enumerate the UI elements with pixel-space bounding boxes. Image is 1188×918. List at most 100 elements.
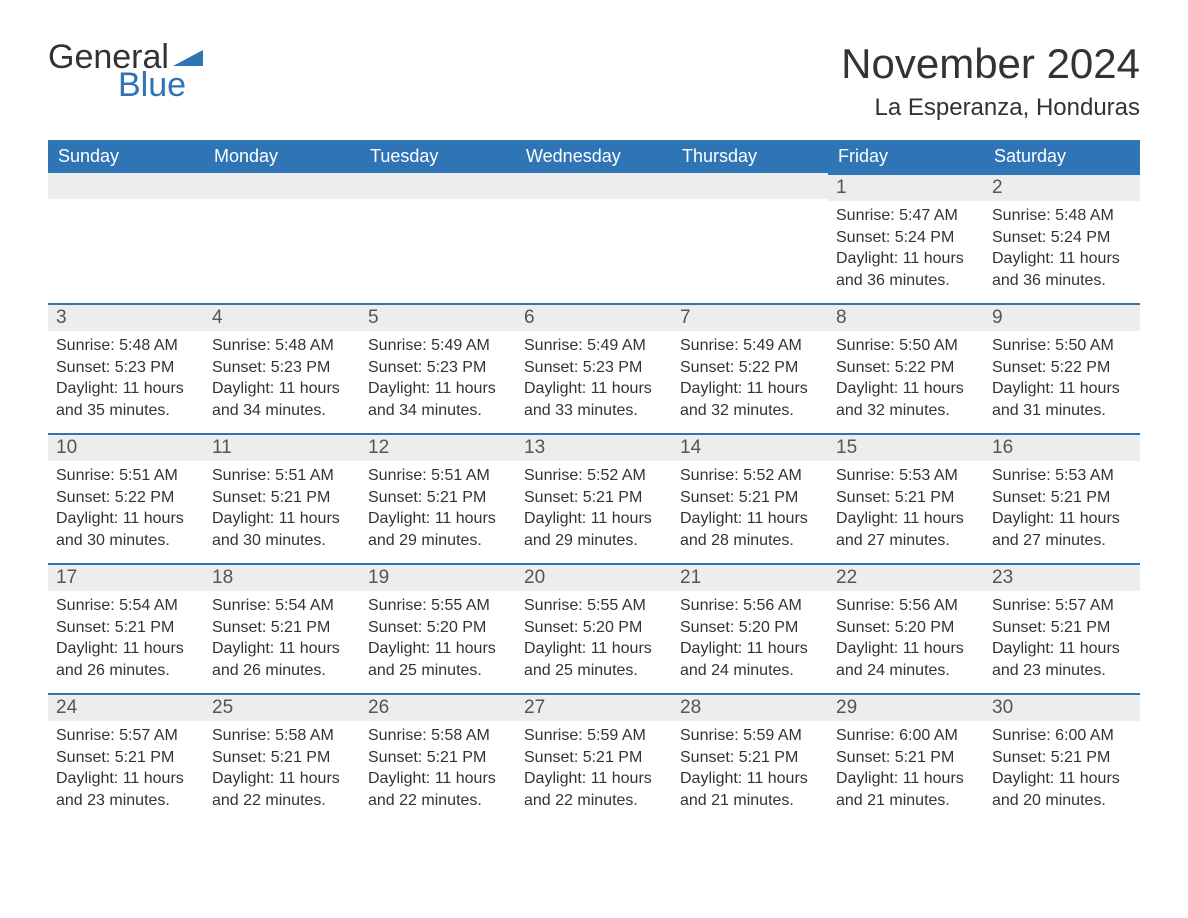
sunset-line: Sunset: 5:21 PM xyxy=(836,487,976,509)
day-number: 22 xyxy=(828,563,984,591)
daylight-line: Daylight: 11 hours and 30 minutes. xyxy=(212,508,352,551)
daylight-line: Daylight: 11 hours and 20 minutes. xyxy=(992,768,1132,811)
title-block: November 2024 La Esperanza, Honduras xyxy=(841,40,1140,122)
calendar-cell: 9Sunrise: 5:50 AMSunset: 5:22 PMDaylight… xyxy=(984,303,1140,433)
calendar-cell: 6Sunrise: 5:49 AMSunset: 5:23 PMDaylight… xyxy=(516,303,672,433)
calendar-cell xyxy=(48,173,204,303)
sunset-line: Sunset: 5:21 PM xyxy=(524,487,664,509)
sunrise-line: Sunrise: 5:55 AM xyxy=(524,595,664,617)
day-number: 7 xyxy=(672,303,828,331)
sunrise-line: Sunrise: 5:48 AM xyxy=(992,205,1132,227)
sunrise-line: Sunrise: 5:48 AM xyxy=(212,335,352,357)
sunrise-line: Sunrise: 5:47 AM xyxy=(836,205,976,227)
sunrise-line: Sunrise: 5:58 AM xyxy=(368,725,508,747)
daylight-line: Daylight: 11 hours and 33 minutes. xyxy=(524,378,664,421)
calendar-cell: 19Sunrise: 5:55 AMSunset: 5:20 PMDayligh… xyxy=(360,563,516,693)
calendar-cell xyxy=(360,173,516,303)
sunset-line: Sunset: 5:21 PM xyxy=(680,487,820,509)
day-details: Sunrise: 5:49 AMSunset: 5:23 PMDaylight:… xyxy=(516,331,672,429)
sunset-line: Sunset: 5:21 PM xyxy=(992,747,1132,769)
weekday-header: Wednesday xyxy=(516,140,672,173)
day-details: Sunrise: 5:50 AMSunset: 5:22 PMDaylight:… xyxy=(984,331,1140,429)
sunrise-line: Sunrise: 5:59 AM xyxy=(680,725,820,747)
sunset-line: Sunset: 5:21 PM xyxy=(212,747,352,769)
calendar-table: Sunday Monday Tuesday Wednesday Thursday… xyxy=(48,140,1140,823)
sunrise-line: Sunrise: 5:54 AM xyxy=(56,595,196,617)
calendar-cell: 11Sunrise: 5:51 AMSunset: 5:21 PMDayligh… xyxy=(204,433,360,563)
sunrise-line: Sunrise: 5:52 AM xyxy=(524,465,664,487)
day-number: 25 xyxy=(204,693,360,721)
day-details: Sunrise: 5:51 AMSunset: 5:21 PMDaylight:… xyxy=(204,461,360,559)
calendar-cell: 12Sunrise: 5:51 AMSunset: 5:21 PMDayligh… xyxy=(360,433,516,563)
brand-text-blue: Blue xyxy=(118,68,203,102)
calendar-cell: 30Sunrise: 6:00 AMSunset: 5:21 PMDayligh… xyxy=(984,693,1140,823)
day-number: 11 xyxy=(204,433,360,461)
calendar-cell: 7Sunrise: 5:49 AMSunset: 5:22 PMDaylight… xyxy=(672,303,828,433)
day-number: 12 xyxy=(360,433,516,461)
day-details: Sunrise: 5:59 AMSunset: 5:21 PMDaylight:… xyxy=(672,721,828,819)
sunset-line: Sunset: 5:23 PM xyxy=(212,357,352,379)
daylight-line: Daylight: 11 hours and 22 minutes. xyxy=(368,768,508,811)
day-details: Sunrise: 5:52 AMSunset: 5:21 PMDaylight:… xyxy=(672,461,828,559)
day-details: Sunrise: 5:56 AMSunset: 5:20 PMDaylight:… xyxy=(672,591,828,689)
sunset-line: Sunset: 5:20 PM xyxy=(524,617,664,639)
daylight-line: Daylight: 11 hours and 30 minutes. xyxy=(56,508,196,551)
daylight-line: Daylight: 11 hours and 32 minutes. xyxy=(836,378,976,421)
sunrise-line: Sunrise: 5:51 AM xyxy=(212,465,352,487)
day-number xyxy=(204,173,360,199)
calendar-cell: 3Sunrise: 5:48 AMSunset: 5:23 PMDaylight… xyxy=(48,303,204,433)
calendar-cell: 29Sunrise: 6:00 AMSunset: 5:21 PMDayligh… xyxy=(828,693,984,823)
day-details: Sunrise: 5:49 AMSunset: 5:22 PMDaylight:… xyxy=(672,331,828,429)
daylight-line: Daylight: 11 hours and 31 minutes. xyxy=(992,378,1132,421)
day-number: 14 xyxy=(672,433,828,461)
sunset-line: Sunset: 5:22 PM xyxy=(680,357,820,379)
day-number: 15 xyxy=(828,433,984,461)
sunset-line: Sunset: 5:24 PM xyxy=(992,227,1132,249)
day-number: 4 xyxy=(204,303,360,331)
calendar-cell: 25Sunrise: 5:58 AMSunset: 5:21 PMDayligh… xyxy=(204,693,360,823)
sunrise-line: Sunrise: 5:59 AM xyxy=(524,725,664,747)
day-details: Sunrise: 5:57 AMSunset: 5:21 PMDaylight:… xyxy=(984,591,1140,689)
calendar-cell: 13Sunrise: 5:52 AMSunset: 5:21 PMDayligh… xyxy=(516,433,672,563)
calendar-cell: 21Sunrise: 5:56 AMSunset: 5:20 PMDayligh… xyxy=(672,563,828,693)
day-number: 2 xyxy=(984,173,1140,201)
daylight-line: Daylight: 11 hours and 25 minutes. xyxy=(524,638,664,681)
day-details: Sunrise: 5:48 AMSunset: 5:23 PMDaylight:… xyxy=(48,331,204,429)
calendar-cell: 22Sunrise: 5:56 AMSunset: 5:20 PMDayligh… xyxy=(828,563,984,693)
sunset-line: Sunset: 5:23 PM xyxy=(524,357,664,379)
sunrise-line: Sunrise: 5:49 AM xyxy=(368,335,508,357)
sunset-line: Sunset: 5:21 PM xyxy=(992,617,1132,639)
sunset-line: Sunset: 5:21 PM xyxy=(56,617,196,639)
calendar-cell: 17Sunrise: 5:54 AMSunset: 5:21 PMDayligh… xyxy=(48,563,204,693)
day-details: Sunrise: 5:59 AMSunset: 5:21 PMDaylight:… xyxy=(516,721,672,819)
sunrise-line: Sunrise: 5:53 AM xyxy=(992,465,1132,487)
day-number: 29 xyxy=(828,693,984,721)
daylight-line: Daylight: 11 hours and 21 minutes. xyxy=(836,768,976,811)
day-number: 1 xyxy=(828,173,984,201)
calendar-cell: 10Sunrise: 5:51 AMSunset: 5:22 PMDayligh… xyxy=(48,433,204,563)
calendar-cell: 5Sunrise: 5:49 AMSunset: 5:23 PMDaylight… xyxy=(360,303,516,433)
sunset-line: Sunset: 5:20 PM xyxy=(680,617,820,639)
calendar-cell: 24Sunrise: 5:57 AMSunset: 5:21 PMDayligh… xyxy=(48,693,204,823)
weekday-header: Friday xyxy=(828,140,984,173)
calendar-cell: 4Sunrise: 5:48 AMSunset: 5:23 PMDaylight… xyxy=(204,303,360,433)
day-number: 9 xyxy=(984,303,1140,331)
day-details: Sunrise: 5:52 AMSunset: 5:21 PMDaylight:… xyxy=(516,461,672,559)
day-details: Sunrise: 5:57 AMSunset: 5:21 PMDaylight:… xyxy=(48,721,204,819)
day-number: 16 xyxy=(984,433,1140,461)
sunrise-line: Sunrise: 6:00 AM xyxy=(992,725,1132,747)
daylight-line: Daylight: 11 hours and 22 minutes. xyxy=(212,768,352,811)
sunset-line: Sunset: 5:21 PM xyxy=(56,747,196,769)
sunset-line: Sunset: 5:21 PM xyxy=(212,617,352,639)
calendar-week-row: 17Sunrise: 5:54 AMSunset: 5:21 PMDayligh… xyxy=(48,563,1140,693)
day-details: Sunrise: 5:58 AMSunset: 5:21 PMDaylight:… xyxy=(204,721,360,819)
sunset-line: Sunset: 5:23 PM xyxy=(368,357,508,379)
weekday-header: Thursday xyxy=(672,140,828,173)
daylight-line: Daylight: 11 hours and 29 minutes. xyxy=(368,508,508,551)
calendar-cell: 8Sunrise: 5:50 AMSunset: 5:22 PMDaylight… xyxy=(828,303,984,433)
calendar-page: General Blue November 2024 La Esperanza,… xyxy=(0,0,1188,863)
daylight-line: Daylight: 11 hours and 32 minutes. xyxy=(680,378,820,421)
sunrise-line: Sunrise: 5:57 AM xyxy=(56,725,196,747)
day-details: Sunrise: 5:48 AMSunset: 5:23 PMDaylight:… xyxy=(204,331,360,429)
month-title: November 2024 xyxy=(841,40,1140,88)
